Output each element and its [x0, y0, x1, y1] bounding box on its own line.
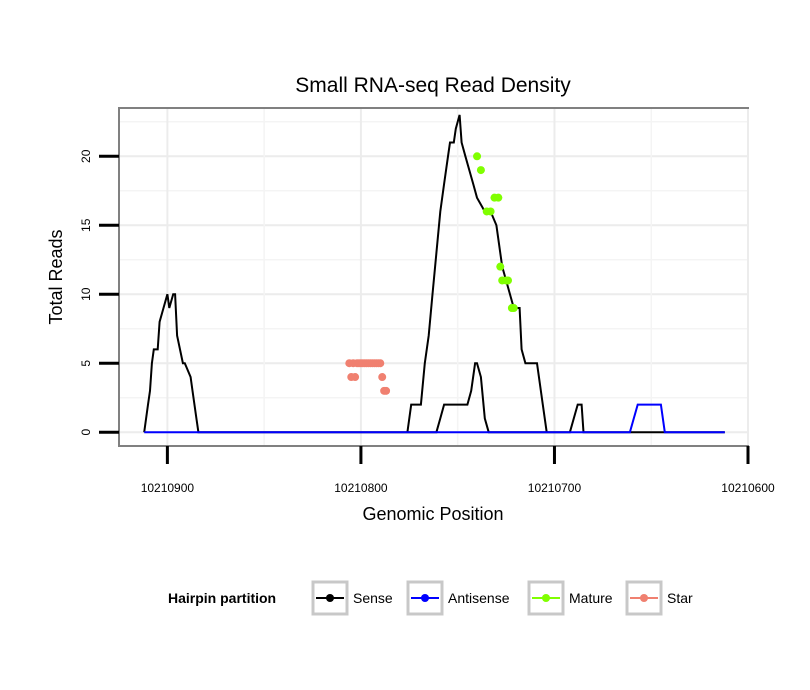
x-tick-label: 10210700	[528, 481, 582, 495]
legend-label: Star	[667, 590, 693, 606]
data-point-star	[351, 373, 360, 382]
series-line-sense-main-peak	[406, 114, 548, 433]
data-point-mature	[494, 193, 503, 202]
y-tick-label: 15	[79, 218, 93, 232]
y-tick-label: 20	[79, 149, 93, 163]
legend-key-point	[640, 594, 648, 602]
data-point-mature	[476, 166, 485, 175]
y-axis: 0 5 10 15 20	[79, 149, 119, 436]
x-tick-label: 10210600	[721, 481, 775, 495]
legend: Hairpin partition Sense Antisense Mature St…	[168, 580, 693, 616]
legend-key-point	[542, 594, 550, 602]
x-axis: 10210900 10210800 10210700 10210600	[141, 446, 775, 495]
chart-title: Small RNA-seq Read Density	[295, 74, 571, 97]
legend-key-point	[326, 594, 334, 602]
y-tick-label: 10	[79, 287, 93, 301]
x-tick-label: 10210900	[141, 481, 195, 495]
data-point-star	[382, 386, 391, 395]
legend-label: Mature	[569, 590, 613, 606]
x-axis-label: Genomic Position	[362, 504, 503, 524]
y-tick-label: 0	[79, 429, 93, 436]
data-point-mature	[504, 276, 513, 285]
data-point-star	[378, 373, 387, 382]
x-tick-label: 10210800	[334, 481, 388, 495]
legend-key-point	[421, 594, 429, 602]
data-point-mature	[509, 304, 518, 313]
data-point-mature	[496, 262, 505, 271]
legend-label: Sense	[353, 590, 393, 606]
legend-title: Hairpin partition	[168, 590, 276, 606]
data-point-mature	[473, 152, 482, 161]
data-point-star	[376, 359, 385, 368]
data-point-mature	[486, 207, 495, 216]
legend-label: Antisense	[448, 590, 510, 606]
legend-items: Sense Antisense Mature Star	[311, 580, 693, 616]
series-line-antisense	[144, 403, 725, 434]
series-layer	[143, 114, 725, 434]
y-tick-label: 5	[79, 360, 93, 367]
y-axis-label: Total Reads	[46, 229, 66, 324]
